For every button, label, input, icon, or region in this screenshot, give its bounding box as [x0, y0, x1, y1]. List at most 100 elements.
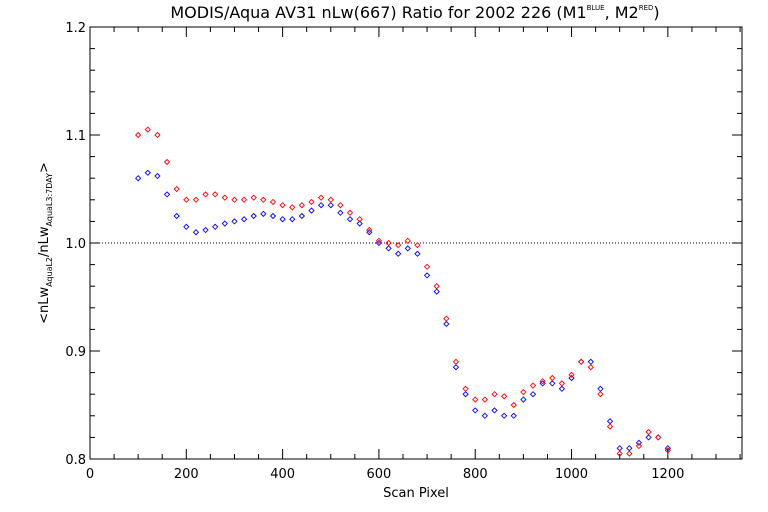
data-point-series-2 [279, 202, 286, 209]
data-point-series-1 [452, 364, 460, 371]
data-point-series-2 [250, 194, 257, 201]
data-point-series-1 [395, 250, 402, 257]
data-point-series-2 [587, 364, 594, 371]
data-point-series-1 [318, 202, 325, 209]
data-point-series-1 [481, 412, 488, 419]
data-point-series-2 [212, 191, 219, 198]
data-point-series-2 [549, 374, 556, 382]
data-point-series-2 [472, 396, 479, 403]
data-point-series-2 [327, 196, 334, 203]
data-point-series-1 [298, 212, 306, 220]
ylabel-sub-2: AquaL3:7DAY [45, 173, 54, 227]
data-point-series-1 [231, 218, 238, 225]
x-tick-label: 200 [174, 467, 199, 482]
data-point-series-1 [337, 209, 344, 216]
y-tick-label: 0.8 [65, 453, 86, 468]
data-point-series-2 [221, 194, 228, 201]
y-tick-label: 1.1 [65, 129, 86, 144]
data-point-series-2 [173, 185, 180, 193]
data-point-series-1 [144, 169, 151, 176]
data-point-series-2 [135, 131, 142, 139]
data-point-series-1 [173, 212, 180, 220]
data-point-series-1 [356, 220, 363, 227]
data-point-series-2 [568, 371, 575, 378]
data-point-series-1 [154, 172, 161, 180]
data-point-series-1 [433, 288, 440, 295]
data-point-series-2 [346, 209, 354, 216]
data-point-series-2 [385, 239, 392, 247]
data-point-series-2 [183, 196, 190, 203]
data-point-series-1 [385, 245, 392, 252]
title-end: ) [653, 3, 659, 22]
data-point-series-2 [616, 450, 623, 457]
data-point-series-2 [404, 237, 411, 244]
data-point-series-1 [260, 210, 267, 217]
data-point-series-2 [664, 447, 671, 454]
data-point-series-2 [500, 393, 508, 400]
data-point-series-2 [655, 434, 662, 441]
x-tick-label: 1000 [555, 467, 588, 482]
data-point-series-2 [414, 242, 421, 249]
data-point-series-2 [529, 382, 537, 389]
data-point-series-1 [221, 220, 228, 227]
data-point-series-2 [597, 391, 604, 398]
x-tick-label: 1200 [651, 467, 684, 482]
plot-frame [89, 26, 743, 460]
ylabel-part-3: > [37, 162, 52, 173]
data-point-series-1 [472, 407, 479, 414]
x-tick-labels: 0 200 400 600 800 1000 1200 [86, 467, 685, 482]
data-point-series-2 [202, 191, 209, 198]
data-point-series-2 [308, 198, 315, 206]
data-point-series-1 [655, 434, 662, 441]
data-point-series-2 [144, 126, 151, 133]
data-point-series-1 [520, 396, 527, 403]
x-tick-label: 600 [367, 467, 392, 482]
data-point-series-1 [192, 229, 200, 236]
data-point-series-2 [462, 385, 469, 392]
data-point-series-2 [240, 196, 248, 203]
data-point-series-1 [289, 216, 296, 223]
data-point-series-1 [327, 202, 334, 209]
data-point-series-1 [462, 391, 469, 398]
data-point-series-2 [356, 216, 363, 223]
data-point-series-1 [404, 245, 411, 252]
data-point-series-1 [250, 212, 257, 220]
data-point-series-2 [578, 358, 585, 365]
data-point-series-2 [231, 196, 238, 203]
data-point-series-1 [240, 216, 248, 223]
data-point-series-1 [202, 226, 209, 234]
data-point-series-1 [491, 407, 498, 414]
data-point-series-2 [260, 196, 267, 203]
data-point-series-2 [318, 194, 325, 201]
data-point-series-1 [549, 380, 556, 387]
y-tick-label: 0.9 [65, 345, 86, 360]
data-point-series-2 [192, 196, 200, 203]
title-main: MODIS/Aqua AV31 nLw(667) Ratio for 2002 … [170, 3, 586, 22]
data-point-series-2 [375, 237, 383, 244]
data-point-series-2 [366, 226, 373, 234]
data-point-series-2 [154, 131, 161, 139]
x-axis-title: Scan Pixel [383, 486, 449, 501]
data-point-series-1 [279, 216, 286, 223]
data-point-series-2 [626, 450, 633, 457]
data-point-series-2 [452, 358, 460, 365]
axis-ticks [89, 26, 742, 460]
data-point-series-2 [337, 202, 344, 209]
x-tick-label: 400 [270, 467, 295, 482]
data-point-series-1 [606, 418, 614, 425]
data-point-series-1 [529, 391, 537, 398]
data-point-series-1 [635, 439, 643, 446]
data-point-series-1 [616, 445, 623, 452]
data-point-series-2 [395, 242, 402, 249]
ylabel-sub-1: AquaL2 [45, 257, 54, 287]
y-tick-label: 1.2 [65, 21, 86, 36]
data-point-series-2 [298, 202, 306, 209]
title-mid: , M2 [605, 3, 639, 22]
data-point-series-2 [443, 315, 450, 322]
data-point-series-2 [163, 158, 171, 166]
data-point-series-2 [520, 388, 527, 396]
data-point-series-1 [626, 445, 633, 452]
y-tick-label: 1.0 [65, 237, 86, 252]
data-point-series-1 [183, 223, 190, 230]
